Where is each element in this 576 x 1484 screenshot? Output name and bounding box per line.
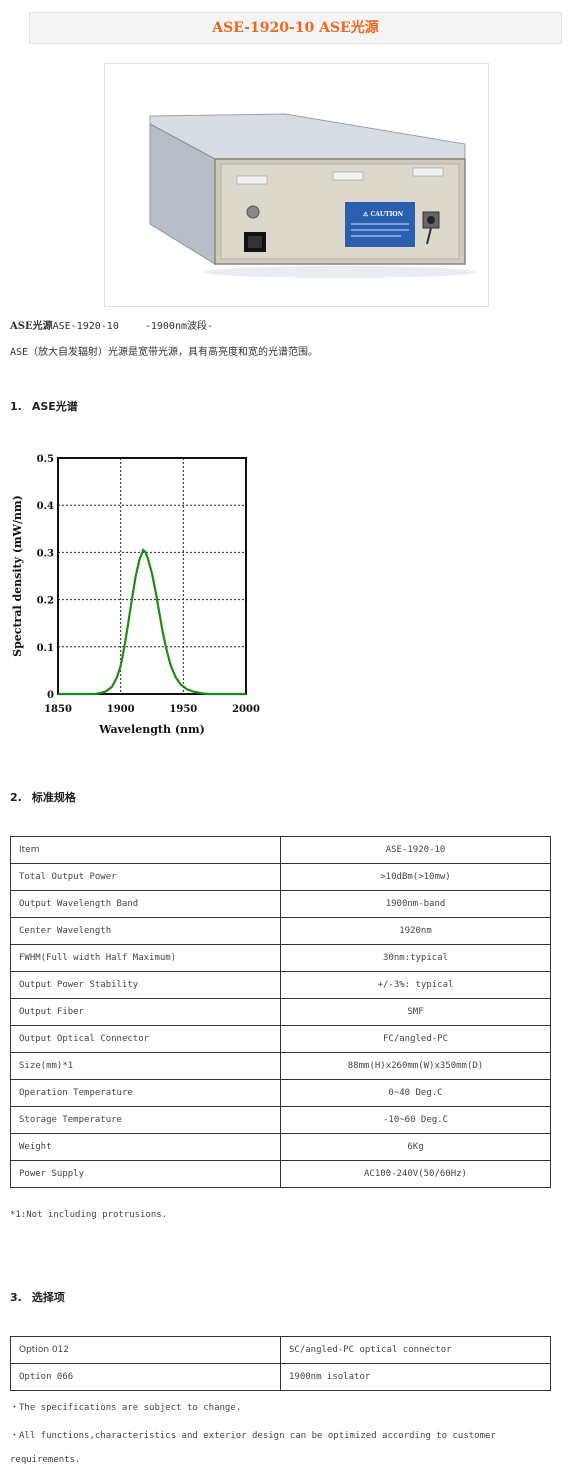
spec-value-cell: +/-3%: typical <box>280 971 551 999</box>
spec-item-cell: Output Fiber <box>10 998 281 1026</box>
section-1-number: 1. <box>10 400 22 413</box>
spec-value-cell: 1920nm <box>280 917 551 945</box>
section-3-title: 选择项 <box>31 1291 65 1304</box>
spec-item-cell: Size(mm)*1 <box>10 1052 281 1080</box>
x-tick-label: 2000 <box>232 704 260 715</box>
x-tick-label: 1900 <box>107 704 135 715</box>
spec-header-row: Item ASE-1920-10 <box>10 836 551 864</box>
table-row: Storage Temperature -10~60 Deg.C <box>10 1106 551 1134</box>
y-tick-label: 0.2 <box>37 596 54 607</box>
option-code-cell: Option 012 <box>10 1336 281 1364</box>
y-tick-label: 0 <box>47 690 54 701</box>
table-row: Center Wavelength 1920nm <box>10 917 551 945</box>
y-tick-label: 0.5 <box>37 454 54 465</box>
table-row: Output Wavelength Band 1900nm-band <box>10 890 551 918</box>
spec-item-cell: Power Supply <box>10 1160 281 1188</box>
spec-value-cell: 6Kg <box>280 1133 551 1161</box>
note-1: ・The specifications are subject to chang… <box>10 1403 242 1413</box>
spec-item-cell: Total Output Power <box>10 863 281 891</box>
x-axis-label: Wavelength (nm) <box>98 723 205 736</box>
product-photo: ⚠ CAUTION <box>104 63 489 307</box>
spec-value-cell: AC100-240V(50/60Hz) <box>280 1160 551 1188</box>
spec-value-cell: >10dBm(>10mw) <box>280 863 551 891</box>
table-row: Output Optical Connector FC/angled-PC <box>10 1025 551 1053</box>
intro-line: ASE光源ASE-1920-10 -1900nm波段- <box>10 317 213 332</box>
y-axis-label: Spectral density (mW/nm) <box>11 495 24 657</box>
spec-item-cell: Storage Temperature <box>10 1106 281 1134</box>
table-row: Weight 6Kg <box>10 1133 551 1161</box>
page-title: ASE-1920-10 ASE光源 <box>29 12 562 44</box>
spec-table: Item ASE-1920-10 Total Output Power >10dBm(… <box>10 836 551 1188</box>
option-desc-cell: SC/angled-PC optical connector <box>280 1336 551 1364</box>
section-1-heading: 1. ASE光谱 <box>10 398 78 414</box>
spec-value-cell: SMF <box>280 998 551 1026</box>
option-row: Option 066 1900nm isolator <box>10 1363 551 1391</box>
table-row: Operation Temperature 0~40 Deg.C <box>10 1079 551 1107</box>
section-3-number: 3. <box>10 1291 22 1304</box>
section-2-heading: 2. 标准规格 <box>10 789 76 805</box>
table-row: Output Power Stability +/-3%: typical <box>10 971 551 999</box>
plot-frame <box>57 457 247 695</box>
spec-item-cell: Center Wavelength <box>10 917 281 945</box>
chart-grid <box>58 458 246 694</box>
spec-footnote: *1:Not including protrusions. <box>10 1210 168 1220</box>
option-desc-cell: 1900nm isolator <box>280 1363 551 1391</box>
spec-item-cell: Item <box>10 836 281 864</box>
spec-item-cell: Output Power Stability <box>10 971 281 999</box>
y-tick-label: 0.3 <box>37 548 54 559</box>
table-row: Output Fiber SMF <box>10 998 551 1026</box>
table-row: Total Output Power >10dBm(>10mw) <box>10 863 551 891</box>
ase-spectrum-chart: 0 0.1 0.2 0.3 0.4 0.5 1850 1900 1950 2000 Wavele… <box>11 454 260 736</box>
table-row: Size(mm)*1 88mm(H)x260mm(W)x350mm(D) <box>10 1052 551 1080</box>
spec-value-cell: ASE-1920-10 <box>280 836 551 864</box>
x-tick-label: 1950 <box>169 704 197 715</box>
y-tick-label: 0.4 <box>37 501 54 512</box>
spec-item-cell: FWHM(Full width Half Maximum) <box>10 944 281 972</box>
spec-value-cell: 30nm:typical <box>280 944 551 972</box>
y-tick-labels: 0 0.1 0.2 0.3 0.4 0.5 <box>37 454 54 701</box>
spec-item-cell: Output Optical Connector <box>10 1025 281 1053</box>
svg-text:⚠ CAUTION: ⚠ CAUTION <box>363 211 404 218</box>
ase-device-image: ⚠ CAUTION <box>149 113 475 278</box>
note-2: ・All functions,characteristics and exter… <box>10 1431 496 1441</box>
y-tick-label: 0.1 <box>37 643 54 654</box>
product-model: ASE-1920-10 <box>52 321 119 332</box>
table-row: FWHM(Full width Half Maximum) 30nm:typica… <box>10 944 551 972</box>
x-tick-labels: 1850 1900 1950 2000 <box>44 704 260 715</box>
section-1-title: ASE光谱 <box>31 400 78 413</box>
intro-description: ASE（放大自发辐射）光源是宽带光源，具有高亮度和宽的光谱范围。 <box>10 347 319 358</box>
note-3: requirements. <box>10 1455 81 1465</box>
spec-value-cell: 1900nm-band <box>280 890 551 918</box>
section-2-number: 2. <box>10 791 22 804</box>
product-name-bold: ASE光源 <box>10 321 53 332</box>
section-3-heading: 3. 选择项 <box>10 1289 65 1305</box>
section-2-title: 标准规格 <box>31 791 76 804</box>
spec-item-cell: Weight <box>10 1133 281 1161</box>
x-tick-label: 1850 <box>44 704 72 715</box>
option-row: Option 012 SC/angled-PC optical connector <box>10 1336 551 1364</box>
spec-value-cell: 0~40 Deg.C <box>280 1079 551 1107</box>
spec-value-cell: FC/angled-PC <box>280 1025 551 1053</box>
option-table: Option 012 SC/angled-PC optical connector… <box>10 1336 551 1391</box>
option-code-cell: Option 066 <box>10 1363 281 1391</box>
spec-item-cell: Operation Temperature <box>10 1079 281 1107</box>
spec-item-cell: Output Wavelength Band <box>10 890 281 918</box>
spec-value-cell: -10~60 Deg.C <box>280 1106 551 1134</box>
spec-value-cell: 88mm(H)x260mm(W)x350mm(D) <box>280 1052 551 1080</box>
product-band: -1900nm波段- <box>144 321 214 332</box>
table-row: Power Supply AC100-240V(50/60Hz) <box>10 1160 551 1188</box>
spectrum-line <box>58 548 246 696</box>
